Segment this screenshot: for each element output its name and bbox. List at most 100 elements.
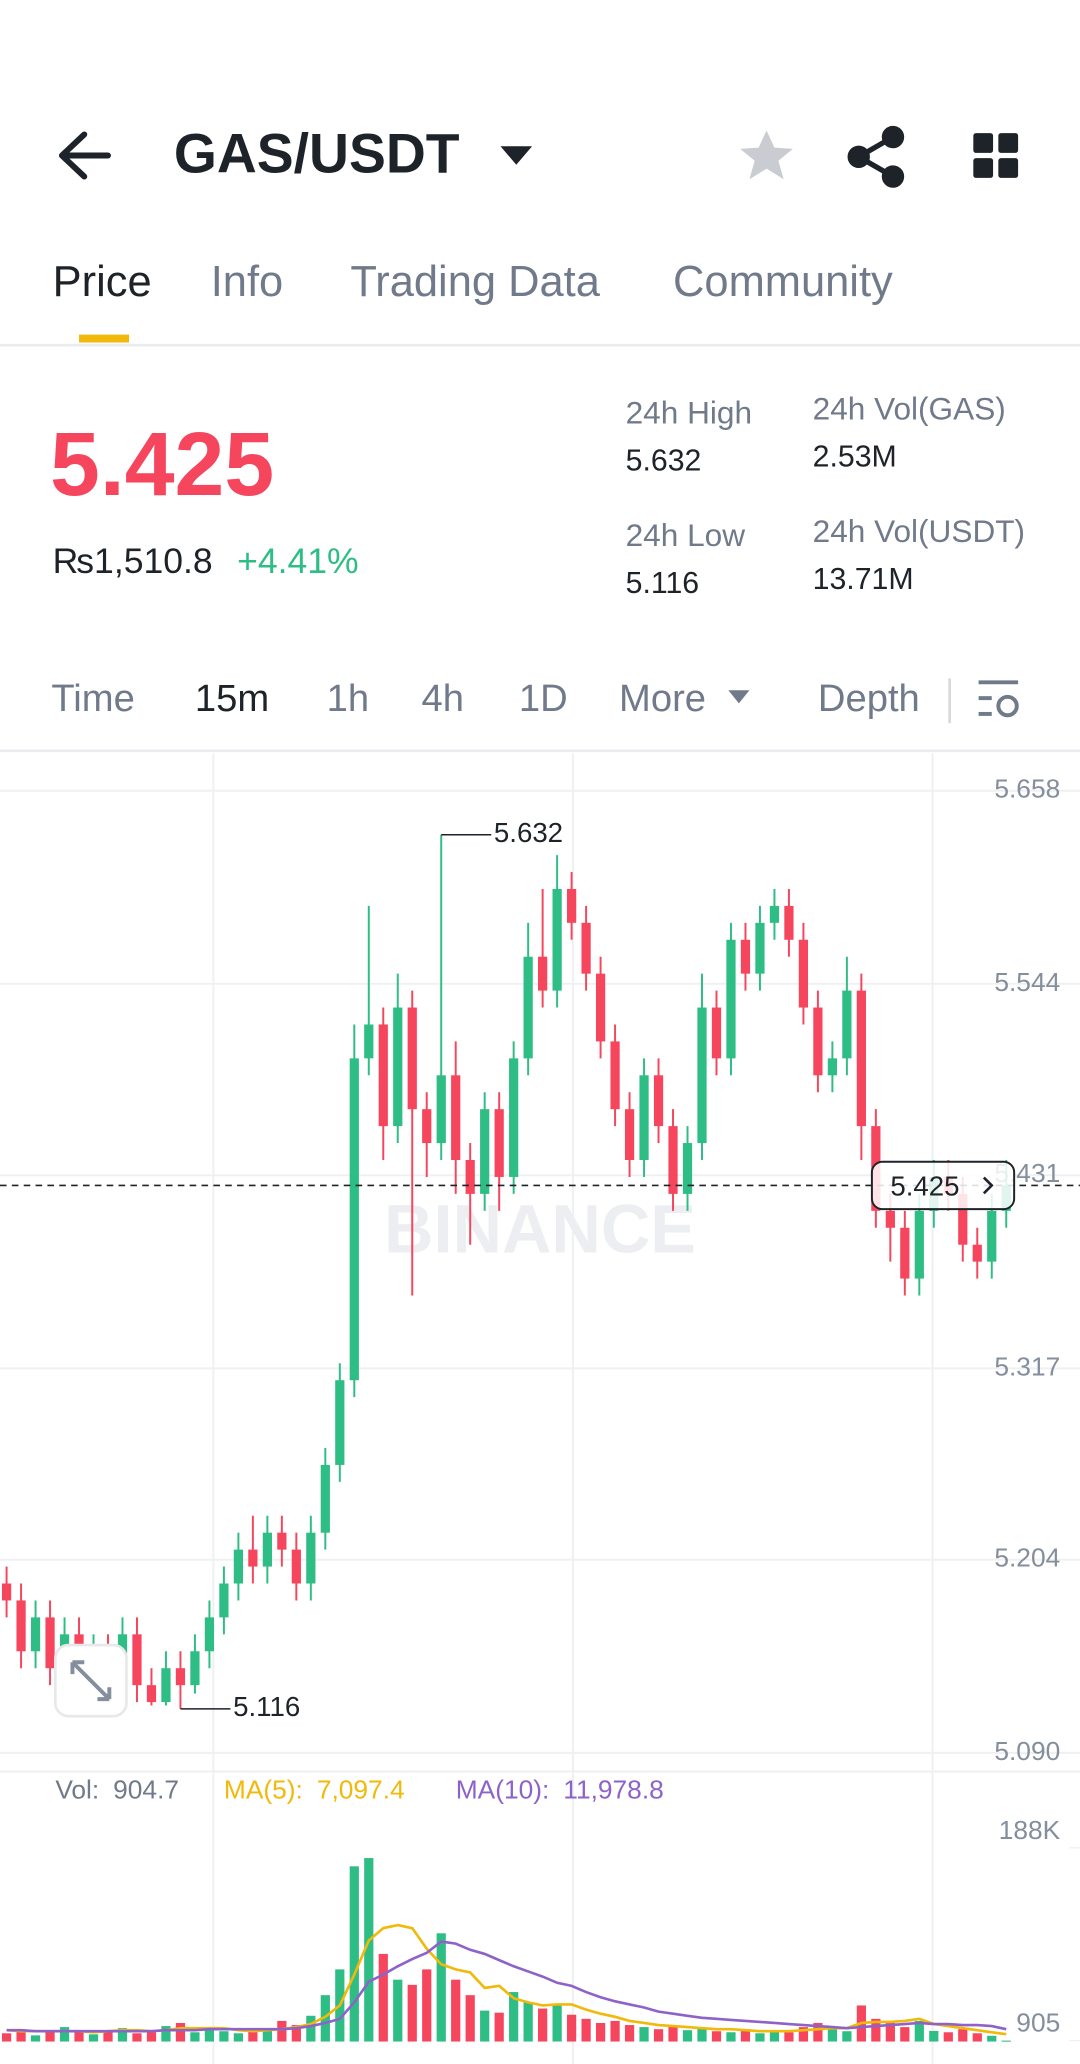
volume-bar	[451, 1979, 461, 2042]
tab[interactable]: Trading Data	[350, 258, 600, 306]
volume-bar	[827, 2029, 837, 2042]
legend-value: 7,097.4	[317, 1774, 405, 1804]
candle-body	[552, 888, 562, 991]
stat-value: 5.116	[626, 567, 700, 600]
legend-value: 904.7	[113, 1774, 179, 1804]
tab[interactable]: Community	[673, 258, 893, 306]
volume-bar	[306, 2015, 316, 2042]
volume-bar	[711, 2031, 722, 2042]
pair-title[interactable]: GAS/USDT	[174, 123, 460, 185]
candle-body	[682, 1143, 693, 1194]
candle-body	[480, 1109, 490, 1194]
candle-body	[813, 1007, 823, 1076]
candle-body	[958, 1193, 968, 1245]
volume-bar	[132, 2033, 142, 2042]
price-tag	[870, 1160, 1016, 1211]
interval-tab[interactable]: Time	[51, 677, 134, 720]
candle-body	[349, 1058, 359, 1381]
y-tick-label: 5.090	[994, 1736, 1060, 1766]
back-button[interactable]	[58, 131, 111, 180]
fullscreen-icon[interactable]	[70, 1660, 112, 1702]
more-dropdown[interactable]	[728, 690, 750, 704]
candle-body	[653, 1075, 664, 1127]
interval-tab[interactable]: 1h	[327, 677, 369, 720]
volume-bar	[291, 2025, 301, 2042]
legend-name: MA(5):	[224, 1774, 303, 1804]
volume-bar	[103, 2030, 113, 2042]
volume-bar	[697, 2028, 707, 2042]
y-tick-label: 5.658	[994, 774, 1060, 804]
volume-bar	[88, 2034, 99, 2042]
volume-bar	[422, 1969, 432, 2042]
volume-bar	[943, 2032, 953, 2042]
interval-tab[interactable]: 1D	[519, 677, 568, 720]
pair-dropdown[interactable]	[500, 146, 533, 165]
favorite-icon[interactable]	[740, 130, 793, 180]
volume-bar	[480, 2010, 490, 2042]
volume-bar	[682, 2030, 693, 2042]
volume-bar	[958, 2029, 968, 2042]
volume-bar	[972, 2033, 982, 2042]
volume-bar	[378, 1953, 388, 2042]
volume-bar	[117, 2028, 128, 2042]
candle-body	[407, 1007, 417, 1110]
vertical-grid	[212, 753, 934, 2064]
tab[interactable]: Price	[53, 258, 152, 306]
candle-body	[30, 1617, 41, 1652]
candle-body	[668, 1126, 678, 1194]
volume-bar	[523, 2002, 533, 2042]
price-change: +4.41%	[237, 541, 359, 581]
stat-value: 2.53M	[813, 440, 897, 473]
candle-body	[204, 1617, 215, 1652]
y-tick-label: 5.544	[994, 967, 1060, 997]
volume-bar	[233, 2033, 243, 2042]
volume-bar	[219, 2031, 229, 2042]
volume-bar	[914, 2020, 924, 2042]
volume-bar	[668, 2026, 678, 2042]
candle-body	[436, 1075, 446, 1144]
candle-body	[900, 1227, 910, 1279]
volume-bar	[624, 2025, 635, 2042]
volume-bar	[1, 2033, 12, 2042]
volume-bar	[610, 2020, 620, 2042]
volume-tick-label: 188K	[999, 1815, 1061, 1845]
volume-bar	[538, 2008, 548, 2042]
candle-body	[610, 1041, 620, 1110]
volume-bar	[190, 2032, 200, 2042]
candle-body	[842, 990, 852, 1059]
interval-tab[interactable]: Depth	[818, 677, 920, 720]
volume-bar	[349, 1866, 359, 2042]
y-tick-label: 5.317	[994, 1351, 1060, 1381]
volume-bar	[146, 2031, 157, 2042]
volume-bar	[204, 2029, 215, 2042]
stat-label: 24h Low	[626, 517, 746, 553]
volume-bar	[871, 2018, 881, 2042]
chart-settings-icon[interactable]	[978, 680, 1019, 718]
interval-tab[interactable]: More	[619, 677, 706, 720]
interval-tab[interactable]: 15m	[195, 677, 269, 720]
candle-body	[378, 1024, 388, 1127]
volume-tick-label: 905	[1016, 2008, 1060, 2038]
interval-tab[interactable]: 4h	[421, 677, 463, 720]
candle-body	[740, 939, 751, 974]
ma-line	[6, 1940, 1007, 2033]
volume-bar	[393, 1979, 403, 2042]
y-tick-label: 5.204	[994, 1543, 1060, 1573]
volume-bar	[885, 2022, 895, 2042]
volume-bar	[364, 1858, 374, 2042]
tab[interactable]: Info	[211, 258, 283, 306]
share-icon[interactable]	[847, 125, 905, 188]
menu-icon[interactable]	[973, 133, 1019, 178]
volume-bar	[740, 2029, 751, 2042]
candle-body	[277, 1532, 287, 1550]
candle-body	[538, 956, 548, 991]
legend-value: 11,978.8	[563, 1774, 664, 1804]
candle-body	[422, 1109, 432, 1144]
volume-bar	[407, 1984, 417, 2042]
candle-body	[233, 1549, 243, 1584]
candle-body	[364, 1024, 374, 1059]
legend-name: MA(10):	[456, 1774, 550, 1804]
